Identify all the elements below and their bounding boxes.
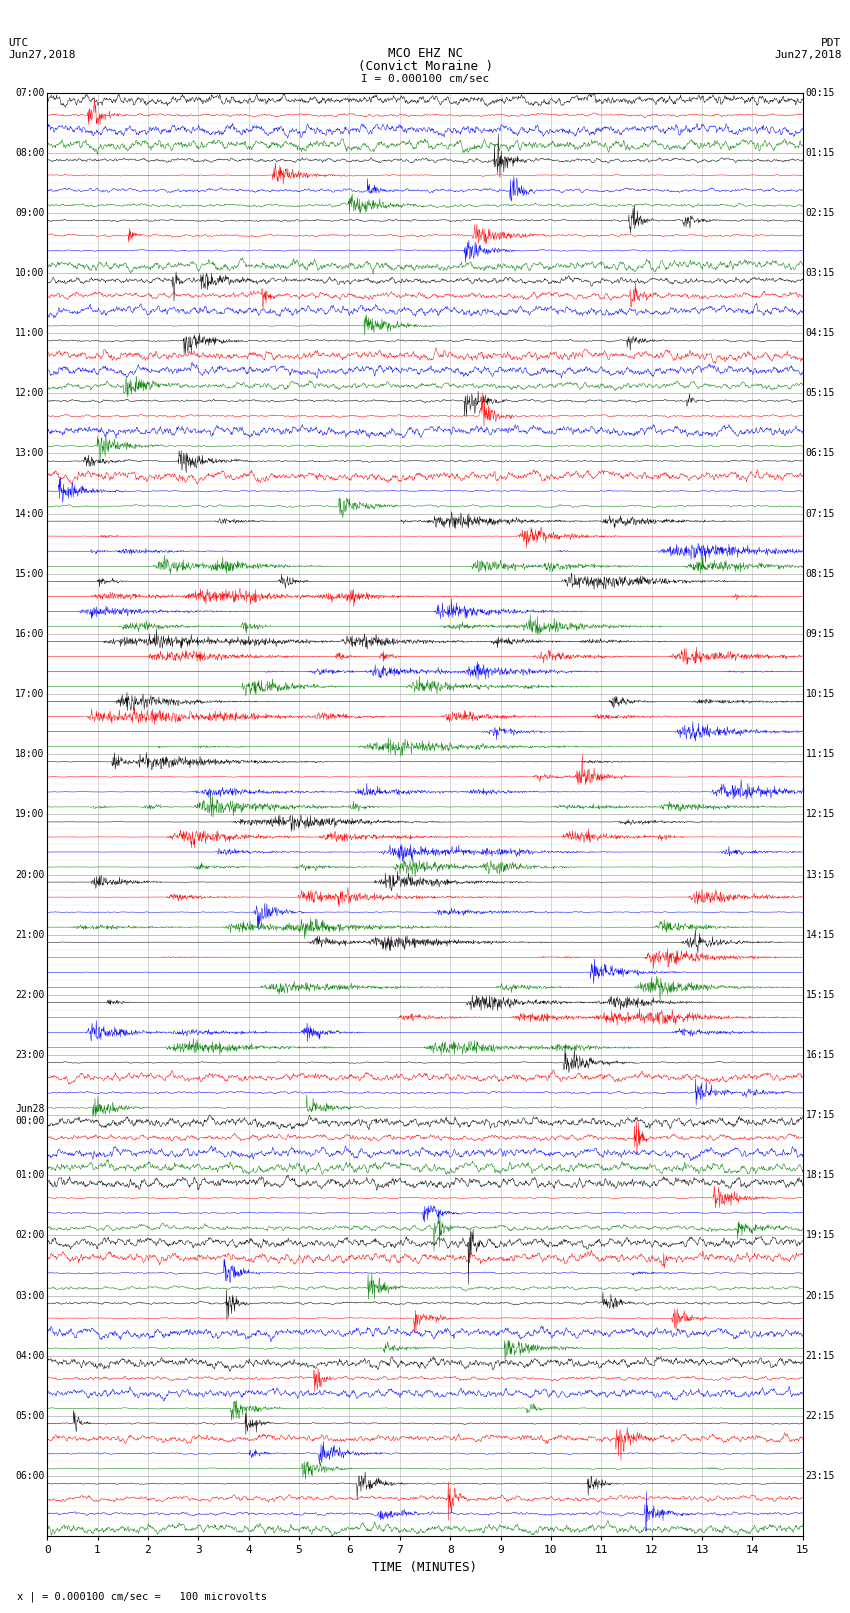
Text: Jun27,2018: Jun27,2018 <box>8 50 76 60</box>
Text: UTC: UTC <box>8 39 29 48</box>
Text: I = 0.000100 cm/sec: I = 0.000100 cm/sec <box>361 74 489 84</box>
Text: MCO EHZ NC: MCO EHZ NC <box>388 47 462 60</box>
Text: Jun27,2018: Jun27,2018 <box>774 50 842 60</box>
X-axis label: TIME (MINUTES): TIME (MINUTES) <box>372 1561 478 1574</box>
Text: PDT: PDT <box>821 39 842 48</box>
Text: (Convict Moraine ): (Convict Moraine ) <box>358 60 492 73</box>
Text: x | = 0.000100 cm/sec =   100 microvolts: x | = 0.000100 cm/sec = 100 microvolts <box>17 1590 267 1602</box>
